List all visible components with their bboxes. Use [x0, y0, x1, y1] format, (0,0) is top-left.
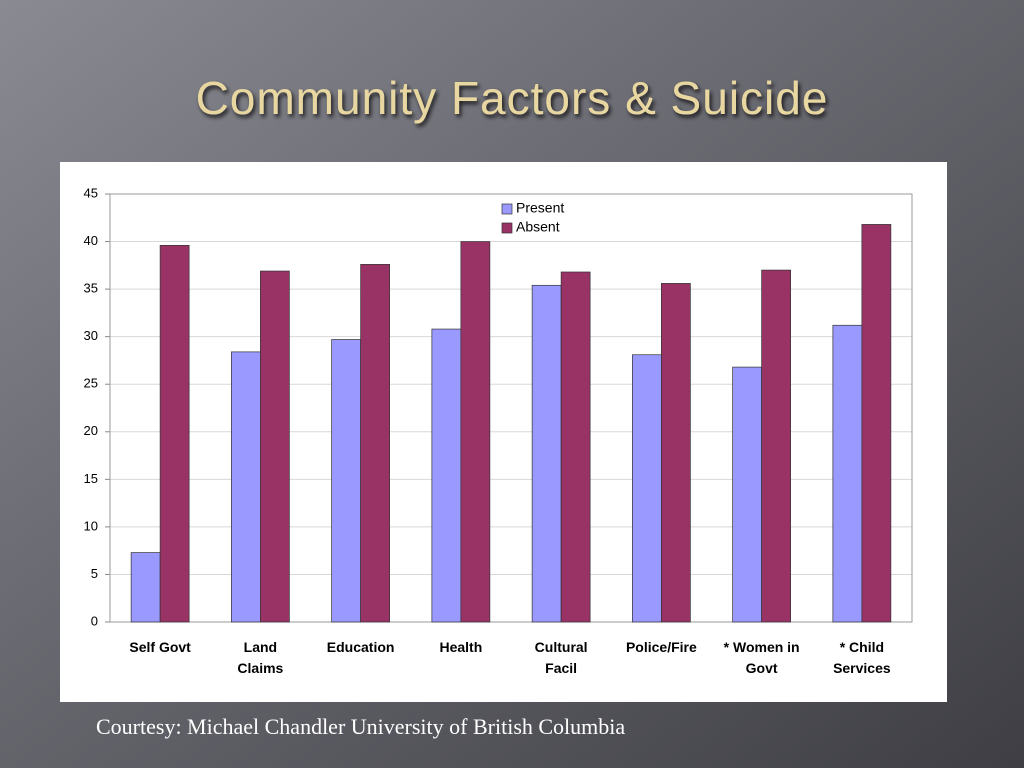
slide-title: Community Factors & Suicide: [196, 72, 829, 124]
bar: [159, 245, 190, 623]
y-tick-label: 45: [84, 185, 98, 200]
bar: [360, 264, 390, 623]
legend-label: Present: [516, 200, 564, 216]
bar: [732, 366, 762, 623]
legend-swatch: [501, 222, 513, 234]
bar: [560, 271, 591, 623]
bar: [832, 324, 863, 623]
bar: [231, 351, 261, 623]
y-tick-label: 20: [84, 423, 98, 438]
bar: [861, 224, 892, 623]
source-note: Courtesy: Michael Chandler University of…: [96, 714, 625, 739]
x-tick-label: Cultural Facil: [535, 639, 588, 676]
x-tick-label: Education: [327, 639, 395, 655]
x-tick-label: Health: [439, 639, 482, 655]
bar: [460, 241, 491, 623]
x-tick-label: * Women in Govt: [724, 639, 800, 676]
x-tick-label: Police/Fire: [626, 639, 697, 655]
y-tick-label: 25: [84, 376, 98, 391]
y-tick-label: 15: [84, 471, 98, 486]
y-tick-label: 5: [91, 566, 98, 581]
bar: [661, 283, 691, 623]
y-tick-label: 40: [84, 233, 98, 248]
x-tick-label: Self Govt: [129, 639, 191, 655]
bar: [130, 552, 161, 623]
plot-frame: [109, 193, 913, 623]
bar: [531, 284, 562, 623]
bar: [431, 328, 462, 623]
y-tick-label: 30: [84, 328, 98, 343]
x-tick-label: Land Claims: [237, 639, 283, 676]
y-tick-label: 10: [84, 518, 98, 533]
bar: [260, 270, 290, 623]
y-tick-label: 0: [91, 613, 98, 628]
legend-swatch: [501, 203, 513, 215]
bar: [331, 339, 361, 623]
bar: [761, 269, 791, 623]
y-tick-label: 35: [84, 281, 98, 296]
x-tick-label: * Child Services: [833, 639, 891, 676]
legend-label: Absent: [516, 219, 560, 235]
bar: [632, 354, 662, 623]
